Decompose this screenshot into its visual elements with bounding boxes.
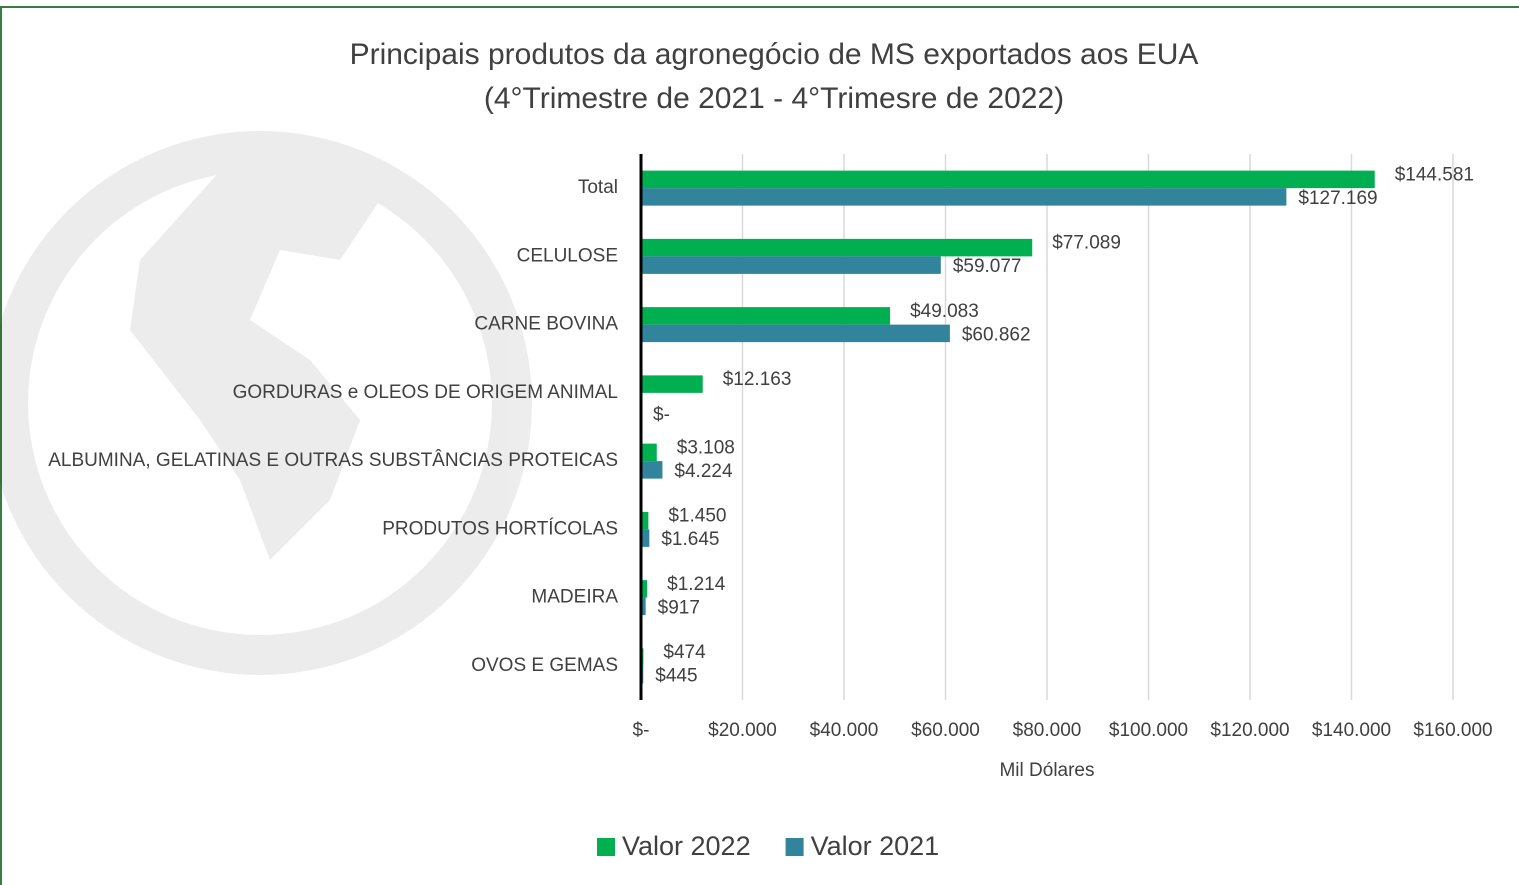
y-tick-label: CELULOSE [517,245,618,266]
value-label: $49.083 [910,301,979,322]
value-label: $445 [655,666,697,687]
bar [641,511,649,530]
x-tick-label: $40.000 [810,720,879,741]
value-label: $1.450 [668,506,726,527]
x-tick-label: $100.000 [1109,720,1188,741]
value-label: $60.862 [962,324,1031,345]
legend-swatch [785,838,804,856]
value-label: $4.224 [674,461,733,482]
value-label: $917 [658,597,700,618]
value-label: $- [653,405,670,426]
legend-label: Valor 2022 [622,831,751,861]
bar [641,188,1287,206]
bar [641,238,1033,257]
bar [641,324,950,343]
legend-swatch [597,838,615,856]
value-label: $127.169 [1298,188,1377,209]
y-tick-label: ALBUMINA, GELATINAS E OUTRAS SUBSTÂNCIAS… [48,449,618,471]
bar [641,170,1375,189]
watermark-globe [0,131,532,675]
value-label: $1.645 [661,529,719,550]
x-tick-label: $80.000 [1013,720,1082,741]
x-tick-label: $20.000 [708,720,777,741]
bar [641,529,650,547]
x-tick-label: $160.000 [1413,720,1492,741]
y-tick-label: CARNE BOVINA [474,314,618,335]
chart-subtitle: (4°Trimestre de 2021 - 4°Trimesre de 202… [484,82,1064,115]
value-label: $474 [663,642,706,663]
bar [641,461,663,479]
legend-label: Valor 2021 [811,831,940,861]
bar [641,443,657,462]
x-tick-label: $140.000 [1312,720,1391,741]
y-tick-label: OVOS E GEMAS [471,655,618,676]
value-label: $3.108 [677,437,735,458]
bar [641,375,703,393]
x-tick-label: $120.000 [1210,720,1289,741]
bar [641,256,941,274]
value-label: $77.089 [1052,233,1121,254]
chart-title: Principais produtos da agronegócio de MS… [350,38,1199,71]
x-tick-label: $60.000 [911,720,980,741]
value-label: $1.214 [667,574,726,595]
y-tick-label: Total [578,177,618,198]
x-tick-label: $- [633,720,650,741]
y-tick-label: MADEIRA [531,587,618,608]
bar [641,307,891,325]
y-tick-label: GORDURAS e OLEOS DE ORIGEM ANIMAL [233,382,618,403]
border [0,6,1519,885]
value-label: $12.163 [723,369,792,390]
x-axis-label: Mil Dólares [999,760,1094,781]
value-label: $59.077 [953,256,1022,277]
bar [641,580,648,598]
bar [641,597,646,616]
value-label: $144.581 [1395,164,1474,185]
y-tick-label: PRODUTOS HORTÍCOLAS [382,518,618,539]
